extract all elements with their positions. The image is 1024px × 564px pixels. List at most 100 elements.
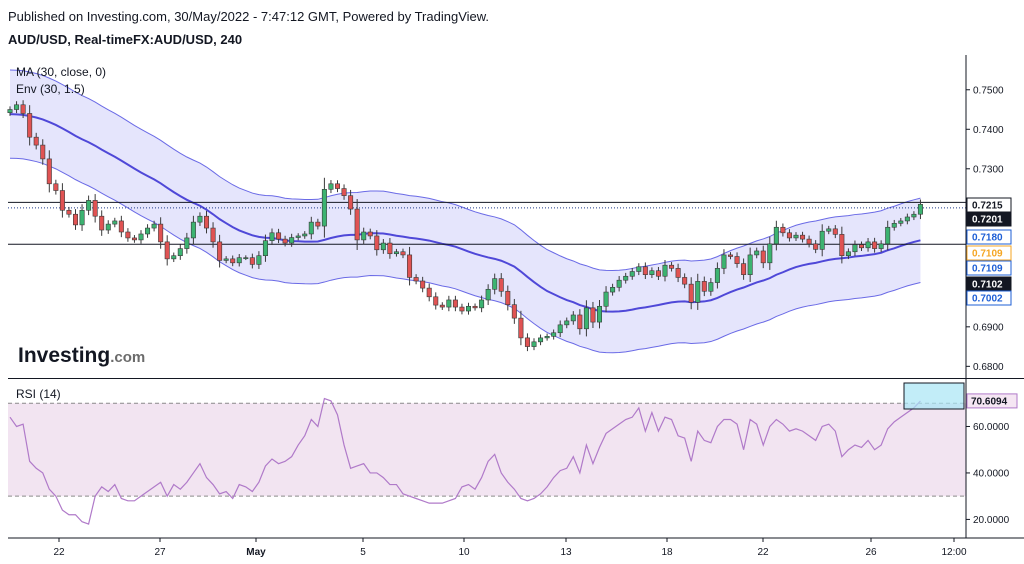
candle — [760, 245, 766, 269]
candle-body — [289, 237, 295, 244]
envelope-indicator-label: Env (30, 1.5) — [16, 82, 85, 96]
candle — [400, 248, 406, 259]
candle — [610, 283, 616, 296]
candle — [629, 267, 635, 280]
candle-body — [367, 231, 373, 237]
candle-body — [20, 104, 26, 114]
price-tag-box — [966, 229, 1012, 245]
candle — [800, 231, 806, 243]
candle — [190, 215, 196, 245]
candle-body — [655, 270, 661, 277]
candle-body — [590, 307, 596, 323]
candle-body — [492, 278, 498, 290]
candle — [14, 101, 20, 114]
candle-body — [46, 158, 52, 185]
candle-body — [92, 200, 98, 217]
candle — [727, 252, 733, 260]
candle-body — [727, 254, 733, 257]
candle — [747, 247, 753, 282]
candle — [138, 230, 144, 244]
candle — [472, 303, 478, 311]
candle-body — [125, 231, 131, 239]
candle — [210, 222, 216, 248]
candle-body — [374, 235, 380, 251]
candle — [125, 228, 131, 242]
price-tick-label: 0.7300 — [973, 164, 1004, 175]
candle-body — [341, 188, 347, 196]
candle-body — [184, 237, 190, 249]
candle-body — [564, 320, 570, 326]
price-tag: 0.7002 — [966, 290, 1012, 306]
time-tick-label: 10 — [458, 547, 470, 558]
time-tick-label: 12:00 — [941, 547, 966, 558]
candle-body — [839, 234, 845, 257]
candle-body — [151, 223, 157, 229]
rsi-highlight-box — [903, 382, 965, 410]
candle-body — [885, 226, 891, 245]
candle-body — [256, 255, 262, 265]
candle-body — [99, 215, 105, 231]
candle-body — [354, 208, 360, 241]
candle-body — [747, 254, 753, 275]
candle — [891, 219, 897, 231]
price-tag: 0.7109 — [966, 260, 1012, 276]
candle-body — [236, 257, 242, 264]
candle-body — [177, 248, 183, 257]
price-tag-label: 0.7102 — [972, 280, 1003, 291]
candle — [20, 100, 26, 119]
candle — [164, 235, 170, 266]
candle — [426, 283, 432, 302]
candle — [413, 274, 419, 285]
candle-body — [695, 281, 701, 303]
svg-text:Investing.com: Investing.com — [18, 344, 145, 367]
candle-body — [485, 288, 491, 301]
rsi-tick-label: 60.0000 — [973, 422, 1010, 433]
candle-body — [760, 250, 766, 264]
candle — [197, 212, 203, 226]
candle-body — [223, 258, 229, 261]
candle — [898, 217, 904, 227]
candle-body — [393, 251, 399, 255]
candle — [99, 210, 105, 236]
candle — [315, 218, 321, 230]
candle — [151, 220, 157, 232]
candle — [105, 220, 111, 234]
candle-body — [734, 256, 740, 264]
candle — [243, 255, 249, 261]
candle — [741, 258, 747, 280]
candle-body — [714, 268, 720, 283]
candle-body — [73, 213, 79, 226]
candle — [131, 235, 137, 243]
candle-body — [891, 223, 897, 228]
candle — [184, 232, 190, 254]
candle-body — [249, 257, 255, 265]
envelope-upper-line — [9, 69, 921, 272]
price-tag-box — [966, 290, 1012, 306]
time-tick-label: May — [246, 547, 266, 558]
candle — [492, 273, 498, 295]
candle-body — [498, 278, 504, 292]
publish-info: Published on Investing.com, 30/May/2022 … — [8, 9, 490, 24]
candle-body — [616, 279, 622, 288]
candle-body — [642, 266, 648, 275]
candle — [695, 273, 701, 310]
rsi-pane — [8, 382, 966, 525]
candle-body — [420, 280, 426, 289]
candle — [439, 302, 445, 310]
candle — [544, 333, 550, 341]
candle — [826, 225, 832, 235]
candle — [73, 209, 79, 230]
candle — [380, 239, 386, 254]
candle — [819, 224, 825, 257]
candle-body — [276, 232, 282, 240]
candle — [446, 295, 452, 312]
candle-body — [688, 283, 694, 303]
candle-body — [911, 213, 917, 218]
candle-body — [158, 223, 164, 243]
candle-body — [472, 305, 478, 309]
candle — [465, 302, 471, 315]
price-tick-label: 0.6800 — [973, 362, 1004, 373]
candle-body — [518, 317, 524, 339]
candle — [832, 225, 838, 239]
candle-body — [465, 305, 471, 312]
